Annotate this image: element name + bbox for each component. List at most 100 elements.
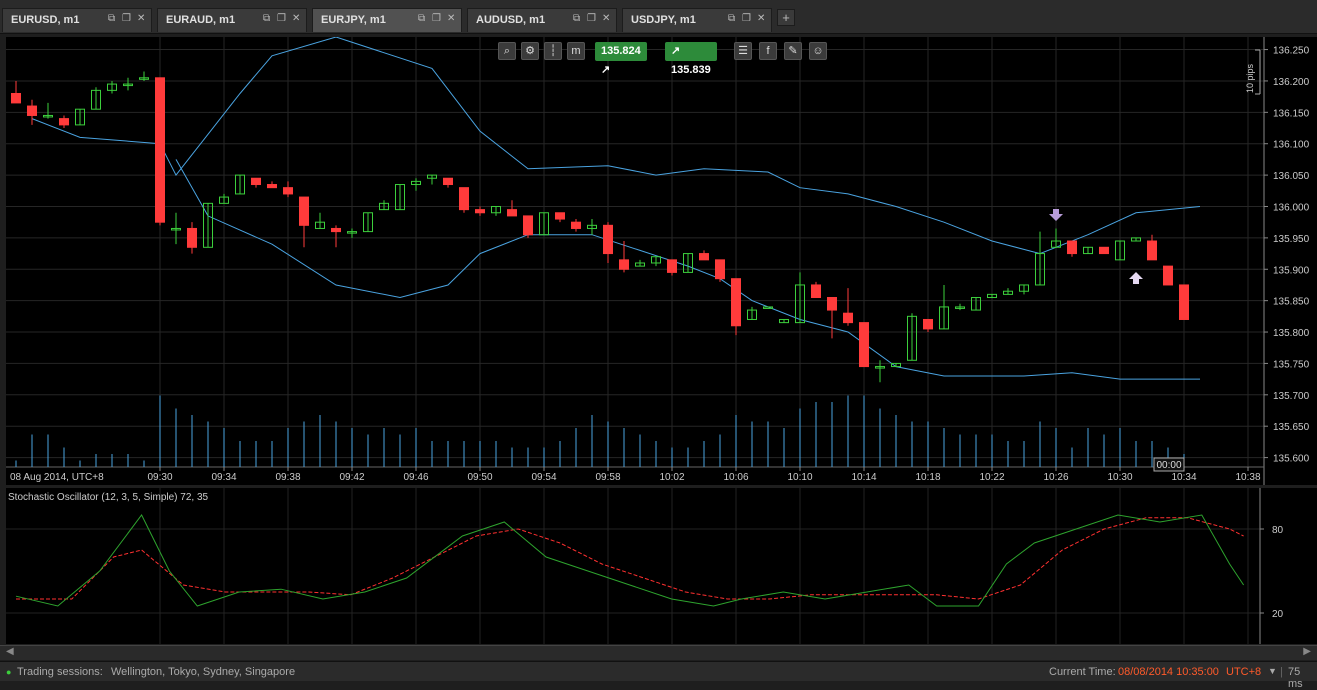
candle	[459, 187, 469, 213]
close-icon[interactable]: ✕	[137, 13, 146, 24]
candle-body	[859, 322, 869, 368]
time-tick-label: 10:18	[915, 472, 940, 483]
candle-body	[59, 118, 69, 126]
candle-body	[1019, 284, 1029, 292]
candle-body	[619, 259, 629, 270]
tab-audusd[interactable]: AUDUSD, m1 ⧉ ❐ ✕	[467, 8, 617, 32]
popout-icon[interactable]: ⧉	[108, 13, 116, 24]
detach-icon[interactable]: ❐	[432, 13, 441, 24]
candle	[1035, 231, 1045, 286]
candle	[587, 219, 597, 235]
price-tick-label: 135.800	[1273, 328, 1310, 339]
close-icon[interactable]: ✕	[602, 13, 611, 24]
stochastic-d-line	[16, 517, 1244, 600]
candle	[107, 80, 117, 94]
tab-label: EURUSD, m1	[11, 14, 80, 26]
candle	[891, 362, 901, 368]
price-tick-label: 135.950	[1273, 234, 1310, 245]
candle	[603, 222, 613, 263]
countdown-box	[1153, 457, 1185, 472]
candle	[251, 177, 261, 188]
candle	[315, 212, 325, 229]
candle	[811, 281, 821, 299]
candle-body	[891, 362, 901, 368]
candle	[267, 181, 277, 189]
current-time-value: 08/08/2014 10:35:00	[1118, 666, 1219, 678]
price-chart[interactable]: 136.250 136.200 136.150 136.100 136.050 136.0…	[6, 37, 1317, 485]
chart-scrollbar[interactable]: ◀ ▶	[0, 645, 1317, 660]
scroll-right-icon[interactable]: ▶	[1303, 646, 1311, 657]
chart-type-icon[interactable]: ┆	[544, 42, 562, 60]
candle	[331, 225, 341, 248]
sell-price-button[interactable]: 135.824 ↗	[595, 42, 647, 76]
candle	[1003, 288, 1013, 295]
price-tick-label: 135.900	[1273, 265, 1310, 276]
tab-usdjpy[interactable]: USDJPY, m1 ⧉ ❐ ✕	[622, 8, 772, 32]
timeframe-icon[interactable]: m	[567, 42, 585, 60]
zoom-icon[interactable]: ⌕	[498, 42, 516, 60]
upper-band-line	[31, 37, 1201, 255]
tab-eurjpy[interactable]: EURJPY, m1 ⧉ ❐ ✕	[312, 8, 462, 32]
sessions-value: Wellington, Tokyo, Sydney, Singapore	[111, 666, 296, 678]
detach-icon[interactable]: ❐	[122, 13, 131, 24]
time-tick-label: 09:30	[147, 472, 172, 483]
timezone-dropdown-icon[interactable]: ▼	[1268, 666, 1277, 676]
candle-body	[123, 83, 133, 87]
drawing-icon[interactable]: ✎	[784, 42, 802, 60]
candle-body	[427, 174, 437, 179]
candle	[1083, 246, 1093, 255]
candle-body	[699, 253, 709, 261]
price-tick-label: 135.600	[1273, 454, 1310, 465]
time-tick-label: 09:58	[595, 472, 620, 483]
oscillator-chart[interactable]: 80 20 Stochastic Oscillator (12, 3, 5, Sim…	[6, 488, 1317, 644]
session-status-icon: ●	[6, 667, 12, 677]
add-tab-button[interactable]: +	[777, 9, 795, 26]
close-icon[interactable]: ✕	[447, 13, 456, 24]
candle-body	[187, 227, 197, 248]
scroll-left-icon[interactable]: ◀	[6, 646, 14, 657]
sell-signal-arrow-icon	[1049, 209, 1063, 221]
tab-euraud[interactable]: EURAUD, m1 ⧉ ❐ ✕	[157, 8, 307, 32]
list-icon[interactable]: ☰	[734, 42, 752, 60]
candle	[747, 306, 757, 320]
tab-bar: EURUSD, m1 ⧉ ❐ ✕ EURAUD, m1 ⧉ ❐ ✕ EURJPY, m1 ⧉ ❐ ✕ A…	[0, 0, 1317, 34]
candle-body	[907, 315, 917, 361]
time-tick-label: 10:06	[723, 472, 748, 483]
candle	[123, 77, 133, 91]
time-tick-label: 10:10	[787, 472, 812, 483]
indicator-icon[interactable]: f	[759, 42, 777, 60]
time-tick-label: 10:26	[1043, 472, 1068, 483]
timezone-select[interactable]: UTC+8	[1226, 666, 1262, 678]
candle-body	[1083, 246, 1093, 255]
detach-icon[interactable]: ❐	[277, 13, 286, 24]
candle-body	[411, 180, 421, 186]
oscillator-tick-label: 80	[1272, 525, 1284, 536]
candle-body	[1035, 253, 1045, 286]
buy-price-button[interactable]: ↗ 135.839	[665, 42, 717, 76]
popout-icon[interactable]: ⧉	[728, 13, 736, 24]
candle-body	[43, 114, 53, 118]
detach-icon[interactable]: ❐	[587, 13, 596, 24]
candle	[1179, 284, 1189, 320]
status-divider: |	[1280, 666, 1283, 678]
countdown-label: 00:00	[1156, 460, 1181, 471]
close-icon[interactable]: ✕	[292, 13, 301, 24]
status-bar: ● Trading sessions: Wellington, Tokyo, S…	[0, 661, 1317, 690]
tab-label: EURAUD, m1	[166, 14, 236, 26]
price-tick-label: 135.850	[1273, 297, 1310, 308]
chart-settings-icon[interactable]: ⚙	[521, 42, 539, 60]
close-icon[interactable]: ✕	[757, 13, 766, 24]
detach-icon[interactable]: ❐	[742, 13, 751, 24]
candle-body	[603, 224, 613, 255]
tab-eurusd[interactable]: EURUSD, m1 ⧉ ❐ ✕	[2, 8, 152, 32]
trader-icon[interactable]: ☺	[809, 42, 827, 60]
popout-icon[interactable]: ⧉	[418, 13, 426, 24]
time-tick-label: 10:14	[851, 472, 876, 483]
popout-icon[interactable]: ⧉	[263, 13, 271, 24]
candle-body	[683, 253, 693, 273]
time-tick-label: 10:30	[1107, 472, 1132, 483]
candle-body	[347, 231, 357, 234]
time-tick-label: 09:34	[211, 472, 236, 483]
candle	[219, 193, 229, 204]
popout-icon[interactable]: ⧉	[573, 13, 581, 24]
